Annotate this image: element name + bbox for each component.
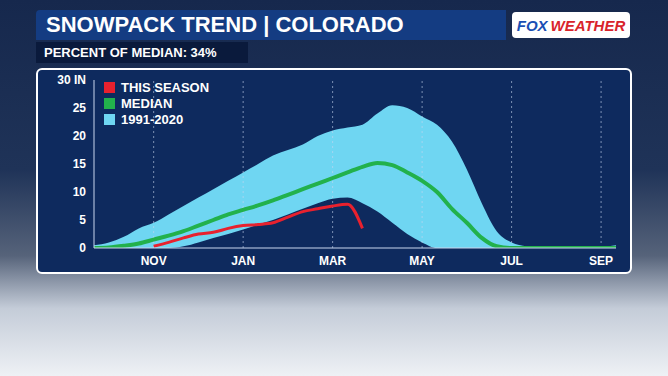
svg-text:JUL: JUL — [500, 254, 523, 268]
svg-text:5: 5 — [79, 213, 86, 227]
svg-text:MAR: MAR — [319, 254, 347, 268]
svg-text:NOV: NOV — [141, 254, 167, 268]
svg-text:SEP: SEP — [589, 254, 613, 268]
html-text:FOX WEATHER: FOX WEATHER — [516, 16, 626, 34]
svg-text:MAY: MAY — [409, 254, 435, 268]
svg-text:25: 25 — [73, 101, 87, 115]
html-text:PERCENT OF MEDIAN: 34%: PERCENT OF MEDIAN: 34% — [44, 45, 217, 60]
svg-text:0: 0 — [79, 241, 86, 255]
svg-text:JAN: JAN — [231, 254, 255, 268]
html-text:1991-2020: 1991-2020 — [121, 112, 184, 127]
svg-text:30 IN: 30 IN — [57, 73, 86, 87]
html-text:THIS SEASON: THIS SEASON — [121, 80, 210, 95]
html-text:SNOWPACK TREND | COLORADO: SNOWPACK TREND | COLORADO — [46, 12, 404, 37]
svg-text:15: 15 — [73, 157, 87, 171]
html-text:MEDIAN: MEDIAN — [121, 96, 173, 111]
svg-text:20: 20 — [73, 129, 87, 143]
svg-text:10: 10 — [73, 185, 87, 199]
